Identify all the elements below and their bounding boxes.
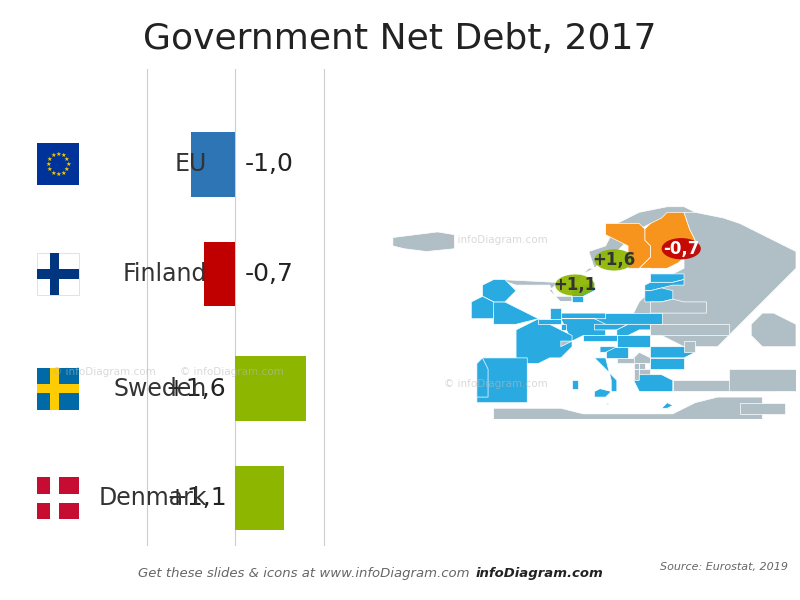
Text: Government Net Debt, 2017: Government Net Debt, 2017 xyxy=(143,22,657,56)
Polygon shape xyxy=(729,369,796,391)
Text: ★: ★ xyxy=(46,167,52,172)
Text: Source: Eurostat, 2019: Source: Eurostat, 2019 xyxy=(660,562,788,572)
Polygon shape xyxy=(594,313,662,324)
Polygon shape xyxy=(673,380,774,391)
Text: ★: ★ xyxy=(64,167,70,172)
Polygon shape xyxy=(572,224,650,291)
FancyBboxPatch shape xyxy=(235,356,306,421)
Polygon shape xyxy=(706,406,718,411)
FancyBboxPatch shape xyxy=(37,494,79,503)
Text: © infoDiagram.com: © infoDiagram.com xyxy=(444,379,548,389)
Text: © infoDiagram.com: © infoDiagram.com xyxy=(444,235,548,245)
Polygon shape xyxy=(393,232,454,251)
Polygon shape xyxy=(482,280,516,302)
Polygon shape xyxy=(471,296,494,319)
Polygon shape xyxy=(494,397,762,419)
Polygon shape xyxy=(634,364,639,369)
Text: -1,0: -1,0 xyxy=(244,152,293,176)
Polygon shape xyxy=(572,296,583,302)
Polygon shape xyxy=(617,324,650,335)
Polygon shape xyxy=(634,352,650,364)
Text: ★: ★ xyxy=(50,170,56,176)
Polygon shape xyxy=(482,302,538,324)
FancyBboxPatch shape xyxy=(37,478,79,519)
Polygon shape xyxy=(751,313,796,347)
Polygon shape xyxy=(572,283,594,302)
Polygon shape xyxy=(561,341,583,347)
Text: Finland: Finland xyxy=(122,262,207,286)
Text: ★: ★ xyxy=(46,162,51,167)
Text: +1,6: +1,6 xyxy=(593,251,636,269)
Text: ★: ★ xyxy=(66,162,71,167)
Polygon shape xyxy=(639,369,650,374)
Polygon shape xyxy=(583,335,617,341)
Text: ★: ★ xyxy=(60,170,66,176)
Polygon shape xyxy=(477,358,527,403)
Polygon shape xyxy=(684,341,695,352)
Polygon shape xyxy=(594,389,611,397)
Text: Denmark: Denmark xyxy=(98,486,207,510)
Polygon shape xyxy=(516,319,572,364)
Text: ★: ★ xyxy=(55,172,61,177)
FancyBboxPatch shape xyxy=(204,242,235,307)
Text: ★: ★ xyxy=(55,152,61,157)
Text: ★: ★ xyxy=(64,157,70,162)
Polygon shape xyxy=(634,369,639,380)
Polygon shape xyxy=(740,403,785,414)
FancyBboxPatch shape xyxy=(37,269,79,279)
Text: infoDiagram.com: infoDiagram.com xyxy=(476,567,604,580)
Text: EU: EU xyxy=(174,152,207,176)
FancyBboxPatch shape xyxy=(37,253,79,295)
Text: ★: ★ xyxy=(60,153,66,158)
Text: +1,1: +1,1 xyxy=(166,486,226,510)
Polygon shape xyxy=(650,347,695,358)
Polygon shape xyxy=(662,403,673,408)
Text: © infoDiagram.com: © infoDiagram.com xyxy=(180,367,284,377)
FancyBboxPatch shape xyxy=(235,466,284,530)
Polygon shape xyxy=(572,380,578,389)
Ellipse shape xyxy=(555,274,594,296)
Text: ★: ★ xyxy=(50,153,56,158)
Polygon shape xyxy=(639,364,645,369)
FancyBboxPatch shape xyxy=(37,368,79,410)
Polygon shape xyxy=(617,358,634,364)
Text: +1,1: +1,1 xyxy=(554,276,597,294)
Polygon shape xyxy=(650,274,684,283)
Polygon shape xyxy=(650,358,684,369)
Polygon shape xyxy=(600,347,617,352)
Polygon shape xyxy=(639,212,695,268)
Polygon shape xyxy=(561,358,617,391)
Polygon shape xyxy=(617,335,650,347)
FancyBboxPatch shape xyxy=(37,143,79,185)
Ellipse shape xyxy=(594,249,634,271)
Text: -0,7: -0,7 xyxy=(663,240,699,258)
Text: -0,7: -0,7 xyxy=(244,262,293,286)
FancyBboxPatch shape xyxy=(191,132,235,197)
Polygon shape xyxy=(594,324,628,330)
Polygon shape xyxy=(645,288,673,302)
Text: +1,6: +1,6 xyxy=(166,377,226,401)
Polygon shape xyxy=(477,358,488,397)
Polygon shape xyxy=(499,207,695,302)
Text: Sweden: Sweden xyxy=(114,377,207,401)
Text: ★: ★ xyxy=(46,157,52,162)
FancyBboxPatch shape xyxy=(50,478,59,519)
FancyBboxPatch shape xyxy=(50,368,59,410)
Polygon shape xyxy=(650,299,706,313)
Polygon shape xyxy=(561,324,566,330)
Polygon shape xyxy=(606,403,609,404)
FancyBboxPatch shape xyxy=(37,384,79,393)
Ellipse shape xyxy=(662,238,701,259)
FancyBboxPatch shape xyxy=(50,253,59,295)
Polygon shape xyxy=(606,347,628,358)
Text: Get these slides & icons at www.infoDiagram.com: Get these slides & icons at www.infoDiag… xyxy=(138,567,470,580)
Polygon shape xyxy=(561,291,606,341)
Polygon shape xyxy=(650,324,729,335)
Polygon shape xyxy=(645,280,684,291)
Polygon shape xyxy=(634,374,673,391)
Polygon shape xyxy=(538,319,561,324)
Polygon shape xyxy=(634,212,796,347)
Polygon shape xyxy=(550,307,561,319)
Text: © infoDiagram.com: © infoDiagram.com xyxy=(52,367,156,377)
